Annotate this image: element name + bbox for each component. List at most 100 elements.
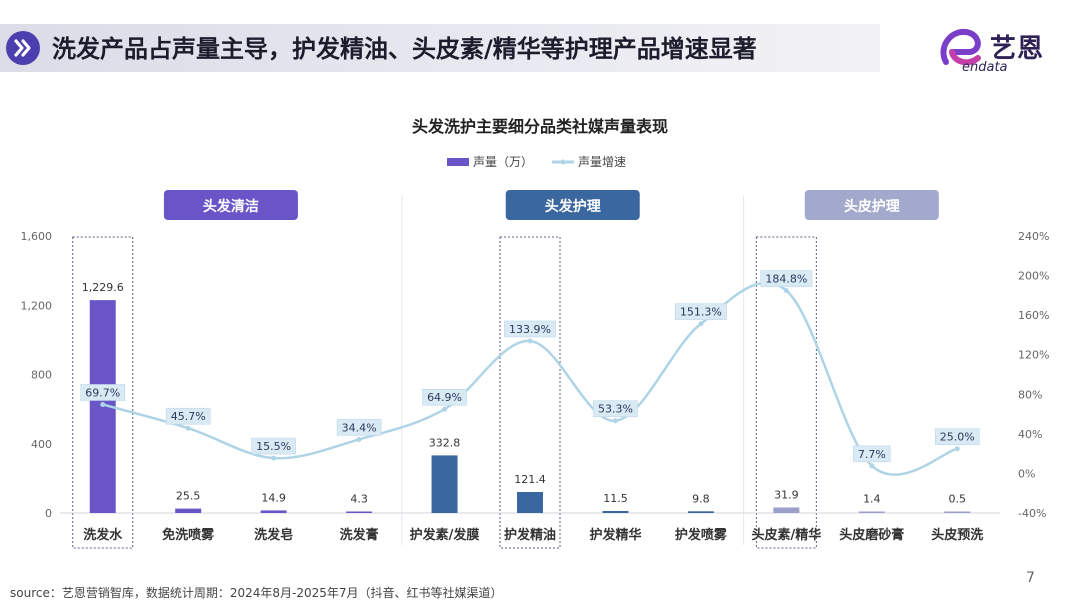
growth-line-point — [783, 288, 789, 294]
volume-bar-label: 332.8 — [429, 436, 461, 449]
group-header-label: 头皮护理 — [844, 198, 900, 215]
category-label: 洗发水 — [83, 527, 123, 543]
right-axis-tick-label: 160% — [1018, 309, 1049, 322]
growth-line-path — [102, 281, 958, 476]
growth-label-box — [504, 320, 556, 338]
volume-bar-labels: 1,229.6 25.5 14.9 4.3 332.8 121.4 11.5 9.8 31.9 1… — [82, 281, 966, 505]
logo-text-en: endata — [962, 60, 1008, 75]
volume-bar — [517, 491, 543, 513]
category-label: 护发素/发膜 — [410, 527, 480, 543]
page-number: 7 — [1026, 570, 1035, 586]
growth-label-box — [165, 407, 211, 425]
growth-line-point — [356, 436, 362, 442]
growth-line-point — [527, 338, 533, 344]
volume-bar — [346, 511, 373, 513]
group-header-label: 头发清洁 — [203, 198, 259, 215]
volume-bar — [602, 511, 629, 513]
growth-line-point — [954, 446, 960, 452]
legend-line-label: 声量增速 — [578, 155, 626, 169]
category-labels: 洗发水 免洗喷雾 洗发皂 洗发膏 护发素/发膜 护发精油 护发精华 护发喷雾 头皮素/精华 头皮磨… — [83, 527, 983, 543]
volume-bar-label: 14.9 — [261, 491, 286, 504]
volume-bar-label: 1,229.6 — [82, 281, 124, 294]
volume-bar-label: 11.5 — [603, 492, 628, 505]
growth-line-point — [612, 418, 618, 424]
right-axis-tick-label: 80% — [1018, 388, 1042, 401]
growth-line-point — [442, 406, 448, 412]
growth-line-label: 64.9% — [427, 391, 462, 404]
volume-bar-label: 4.3 — [350, 493, 368, 506]
chart-legend: 声量（万） 声量增速 — [447, 155, 626, 169]
endata-e-logo-icon — [940, 28, 981, 66]
right-axis-tick-label: 200% — [1018, 270, 1049, 283]
growth-label-box — [934, 428, 980, 445]
growth-line-label: 45.7% — [171, 410, 206, 423]
volume-bar — [773, 507, 800, 513]
growth-label-box — [80, 384, 126, 401]
category-label: 护发喷雾 — [675, 527, 728, 543]
volume-bar — [260, 510, 287, 513]
category-group-headers: 头发清洁 头发护理 头皮护理 — [163, 190, 939, 220]
volume-bar-label: 121.4 — [514, 473, 546, 486]
growth-line-point — [185, 425, 191, 431]
volume-bar-label: 1.4 — [863, 493, 881, 506]
growth-label-box — [593, 400, 638, 417]
category-label: 洗发皂 — [254, 527, 293, 543]
volume-bar-label: 0.5 — [949, 493, 967, 506]
volume-bar — [858, 511, 885, 513]
source-note: source：艺恩营销智库，数据统计周期：2024年8月-2025年7月（抖音、… — [10, 586, 503, 600]
volume-bar — [431, 455, 458, 513]
right-axis-tick-label: 240% — [1018, 230, 1049, 243]
category-label: 护发精油 — [504, 527, 556, 543]
chart-title: 头发洗护主要细分品类社媒声量表现 — [412, 117, 668, 136]
growth-line-label: 7.7% — [858, 448, 886, 461]
left-axis-ticks: 0 400 800 1,200 1,600 — [21, 230, 53, 520]
growth-line-label: 133.9% — [509, 323, 551, 336]
right-axis-tick-label: 0% — [1018, 467, 1035, 480]
growth-label-box — [336, 419, 382, 436]
growth-label-box — [675, 303, 727, 321]
growth-line — [100, 281, 960, 476]
category-label: 头皮素/精华 — [751, 527, 821, 543]
chart: 头发洗护主要细分品类社媒声量表现 声量（万） 声量增速 头发清洁 头发护理 头皮护理… — [21, 117, 1049, 549]
group-header-pill — [163, 190, 298, 220]
growth-line-label: 69.7% — [85, 386, 120, 399]
growth-label-box — [760, 270, 813, 287]
group-header-pill — [804, 190, 939, 220]
volume-bar — [687, 511, 714, 513]
growth-line-point — [100, 401, 106, 407]
growth-line-label: 34.4% — [342, 421, 377, 434]
category-label: 头皮磨砂膏 — [839, 527, 904, 543]
growth-line-labels: 69.7% 45.7% 15.5% 34.4% 64.9% 133.9% 53.3% 151.… — [80, 270, 980, 463]
page-title: 洗发产品占声量主导，护发精油、头皮素/精华等护理产品增速显著 — [52, 35, 757, 63]
right-axis-tick-label: 120% — [1018, 349, 1049, 362]
left-axis-tick-label: 800 — [31, 369, 52, 382]
group-separators — [401, 196, 745, 545]
volume-bar-label: 25.5 — [176, 490, 201, 503]
legend-line-marker — [560, 159, 566, 165]
left-axis-tick-label: 400 — [31, 438, 52, 451]
growth-label-box — [422, 388, 467, 406]
category-label: 洗发膏 — [340, 527, 379, 543]
growth-line-label: 25.0% — [940, 431, 975, 444]
growth-label-box — [853, 445, 891, 463]
volume-bar — [944, 511, 971, 513]
growth-label-box — [251, 437, 296, 455]
category-label: 头皮预洗 — [931, 527, 983, 543]
highlight-box — [499, 236, 561, 549]
growth-line-point — [271, 455, 277, 461]
highlight-boxes — [72, 236, 817, 549]
legend-bar-swatch — [447, 158, 469, 166]
volume-bar-label: 9.8 — [692, 492, 710, 505]
growth-line-point — [869, 463, 875, 469]
legend-bar-label: 声量（万） — [473, 155, 533, 169]
growth-line-label: 53.3% — [598, 403, 633, 416]
group-header-label: 头发护理 — [545, 198, 601, 215]
growth-line-label: 184.8% — [765, 273, 807, 286]
volume-bar — [175, 508, 202, 513]
right-axis-tick-label: 40% — [1018, 428, 1042, 441]
growth-line-label: 15.5% — [256, 440, 291, 453]
volume-bar-label: 31.9 — [774, 488, 799, 501]
category-label: 免洗喷雾 — [162, 527, 215, 543]
left-axis-tick-label: 1,200 — [21, 299, 53, 312]
growth-line-point — [698, 321, 704, 327]
